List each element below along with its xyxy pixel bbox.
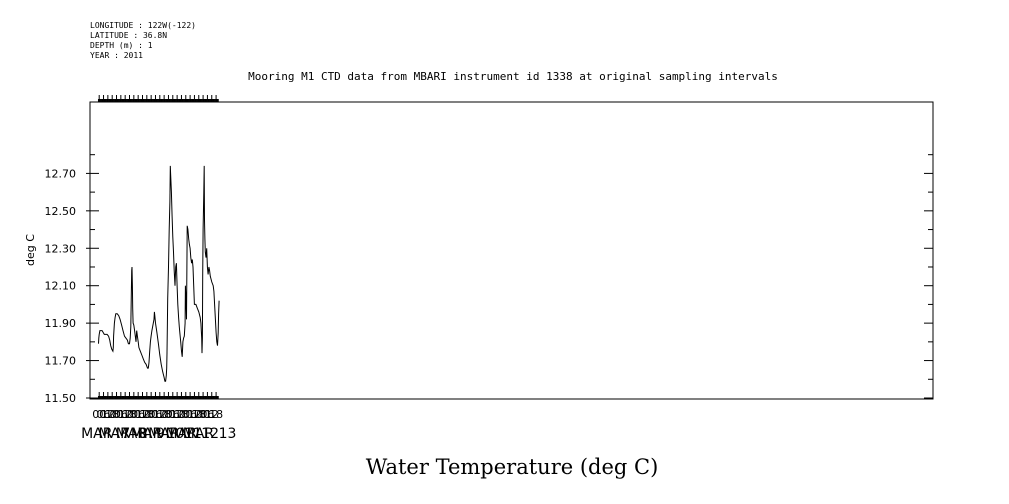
y-tick-label: 11.70 xyxy=(45,355,77,368)
x-hour-label: 18 xyxy=(174,408,188,421)
x-hour-label: 12 xyxy=(153,408,167,421)
x-hour-label: 12 xyxy=(101,408,115,421)
x-day-label: MAR 8 xyxy=(98,426,147,442)
year-label: YEAR : 2011 xyxy=(90,51,143,60)
x-hour-label: 06 xyxy=(114,408,128,421)
y-tick-label: 11.90 xyxy=(45,317,77,330)
y-axis-label: deg C xyxy=(24,234,37,266)
x-day-label: MAR 11 xyxy=(148,426,202,442)
longitude-label: LONGITUDE : 122W(-122) xyxy=(90,21,196,30)
temperature-series-line xyxy=(98,165,220,382)
x-hour-label: 12 xyxy=(205,408,219,421)
axes-group: 11.5011.7011.9012.1012.3012.5012.7000061… xyxy=(45,95,933,442)
x-hour-label: 06 xyxy=(166,408,180,421)
x-day-label: MAR 10 xyxy=(131,426,185,442)
x-day-label: MAR 9 xyxy=(116,426,165,442)
x-hour-label: 00 xyxy=(144,408,158,421)
x-day-label: MAR 13 xyxy=(183,426,237,442)
x-hour-label: 00 xyxy=(92,408,106,421)
depth-label: DEPTH (m) : 1 xyxy=(90,41,153,50)
x-hour-label: 12 xyxy=(187,408,201,421)
chart-title: Mooring M1 CTD data from MBARI instrumen… xyxy=(248,70,778,83)
x-hour-label: 06 xyxy=(200,408,214,421)
plot-frame xyxy=(89,101,934,400)
x-hour-label: 12 xyxy=(118,408,132,421)
y-tick-label: 11.50 xyxy=(45,392,77,405)
x-hour-label: 06 xyxy=(148,408,162,421)
x-hour-label: 00 xyxy=(110,408,124,421)
x-hour-label: 06 xyxy=(183,408,197,421)
y-tick-label: 12.30 xyxy=(45,242,77,255)
x-axis-label: Water Temperature (deg C) xyxy=(366,455,659,479)
x-hour-label: 18 xyxy=(209,408,223,421)
x-hour-label: 12 xyxy=(135,408,149,421)
y-tick-label: 12.70 xyxy=(45,167,77,180)
x-hour-label: 18 xyxy=(157,408,171,421)
station-metadata: LONGITUDE : 122W(-122) LATITUDE : 36.8N … xyxy=(90,21,196,61)
x-hour-label: 18 xyxy=(140,408,154,421)
x-hour-label: 18 xyxy=(192,408,206,421)
x-hour-label: 12 xyxy=(170,408,184,421)
x-hour-label: 00 xyxy=(127,408,141,421)
y-tick-label: 12.10 xyxy=(45,280,77,293)
latitude-label: LATITUDE : 36.8N xyxy=(90,31,168,40)
y-tick-label: 12.50 xyxy=(45,205,77,218)
x-hour-label: 18 xyxy=(105,408,119,421)
x-hour-label: 18 xyxy=(123,408,137,421)
x-hour-label: 00 xyxy=(179,408,193,421)
x-hour-label: 06 xyxy=(131,408,145,421)
x-day-label: MAR 12 xyxy=(165,426,219,442)
x-hour-label: 00 xyxy=(161,408,175,421)
x-hour-label: 00 xyxy=(196,408,210,421)
x-hour-label: 06 xyxy=(97,408,111,421)
x-day-label: MAR 7 xyxy=(81,426,130,442)
